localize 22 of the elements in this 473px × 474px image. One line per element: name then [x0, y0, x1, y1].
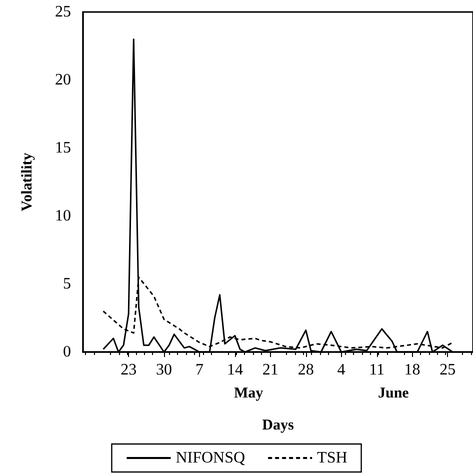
x-axis-title: Days [262, 418, 294, 434]
x-tick-label: 4 [337, 362, 346, 378]
x-tick-label: 18 [404, 362, 420, 378]
x-tick-label: 21 [262, 362, 278, 378]
y-tick-label: 5 [63, 276, 71, 292]
y-axis-title: Volatility [20, 152, 36, 212]
text: June [378, 386, 410, 402]
x-tick-label: 7 [195, 362, 204, 378]
y-tick-label: 25 [55, 4, 71, 20]
x-tick-label: 14 [226, 362, 243, 378]
y-tick-label: 10 [55, 208, 71, 224]
text: May [234, 386, 264, 402]
y-tick-label: 0 [63, 344, 71, 360]
x-tick-label: 25 [440, 362, 456, 378]
legend-label: NIFONSQ [176, 450, 246, 466]
x-tick-label: 11 [369, 362, 384, 378]
legend-label: TSH [317, 450, 348, 466]
x-tick-label: 30 [156, 362, 172, 378]
y-tick-label: 15 [55, 140, 71, 156]
y-tick-label: 20 [55, 72, 71, 88]
x-tick-label: 28 [298, 362, 314, 378]
x-tick-label: 23 [120, 362, 137, 378]
